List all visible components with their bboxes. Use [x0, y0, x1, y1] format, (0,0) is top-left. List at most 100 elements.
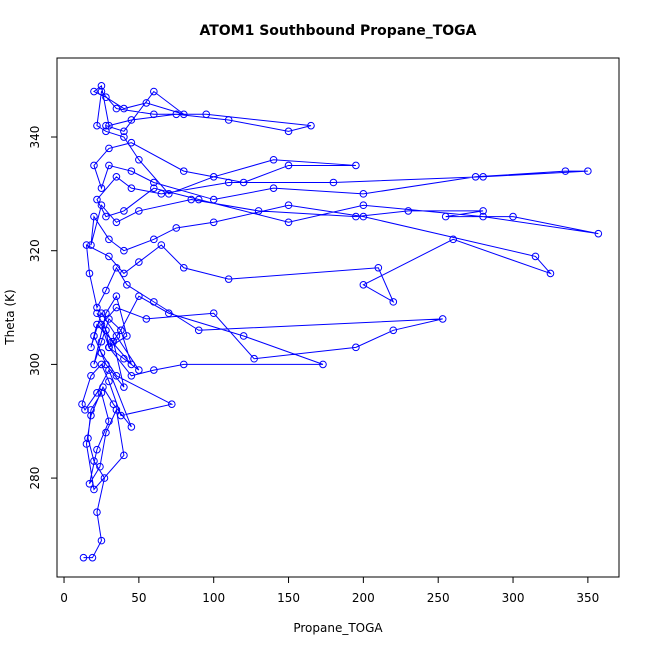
data-point: [93, 445, 101, 454]
data-point: [352, 161, 360, 170]
data-point: [319, 360, 327, 369]
data-point: [97, 536, 106, 545]
data-point: [172, 224, 181, 232]
data-point: [84, 434, 92, 443]
data-point: [120, 269, 128, 278]
y-tick-label: 280: [28, 467, 42, 490]
data-point: [97, 82, 106, 90]
data-point: [120, 207, 128, 215]
data-point: [93, 389, 101, 397]
data-point: [209, 173, 218, 181]
data-point: [112, 303, 121, 312]
data-point: [359, 281, 368, 289]
y-tick-label: 300: [28, 353, 42, 376]
data-point: [307, 121, 315, 130]
data-line: [81, 84, 599, 559]
x-tick-label: 150: [277, 591, 300, 605]
data-point: [105, 252, 113, 261]
data-point: [87, 411, 95, 420]
data-point: [93, 303, 101, 312]
data-point: [78, 400, 86, 408]
data-point: [108, 337, 116, 346]
data-point: [99, 383, 107, 391]
data-point: [479, 207, 487, 215]
data-point: [561, 167, 570, 175]
data-point: [167, 400, 176, 408]
data-point: [224, 116, 233, 124]
data-point: [105, 144, 113, 153]
data-point: [93, 320, 101, 329]
data-point: [97, 201, 106, 210]
data-point: [239, 332, 248, 340]
data-point: [102, 93, 110, 102]
x-tick-label: 50: [131, 591, 146, 605]
data-point: [123, 332, 131, 340]
data-point: [179, 263, 188, 272]
x-tick-label: 100: [202, 591, 225, 605]
data-point: [150, 178, 158, 187]
data-point: [97, 389, 106, 397]
data-point: [85, 269, 94, 278]
data-point: [127, 167, 136, 175]
data-point: [90, 332, 98, 340]
data-point: [127, 138, 136, 147]
data-point: [209, 195, 218, 204]
data-point: [81, 406, 89, 414]
data-point: [150, 87, 158, 96]
data-point: [105, 315, 113, 323]
data-point: [165, 190, 173, 198]
data-point: [109, 400, 118, 408]
data-point: [93, 195, 101, 204]
data-point: [105, 343, 113, 352]
y-tick-label: 340: [28, 126, 42, 149]
data-point: [157, 241, 166, 249]
data-point: [150, 298, 158, 306]
data-point: [105, 121, 113, 130]
data-point: [112, 263, 121, 272]
data-point: [102, 428, 110, 437]
data-point: [127, 423, 136, 431]
data-point: [449, 235, 457, 244]
data-point: [359, 201, 368, 210]
data-point: [97, 184, 106, 192]
x-tick-label: 350: [576, 591, 599, 605]
data-point: [352, 343, 360, 352]
data-point: [438, 315, 447, 323]
data-point: [284, 127, 293, 136]
data-point: [120, 127, 128, 136]
data-point: [90, 485, 98, 494]
data-point: [82, 440, 91, 448]
data-point: [102, 127, 110, 136]
plot-frame: [56, 57, 620, 578]
data-point: [135, 258, 143, 266]
data-point: [389, 326, 398, 335]
chart-title: ATOM1 Southbound Propane_TOGA: [199, 23, 476, 39]
data-point: [441, 212, 450, 221]
data-point: [100, 474, 109, 482]
data-point: [284, 201, 293, 210]
data-point: [135, 292, 143, 300]
data-point: [374, 263, 383, 272]
data-point: [150, 110, 158, 119]
data-point: [93, 309, 101, 318]
data-point: [284, 218, 293, 227]
data-point: [359, 212, 368, 221]
data-point: [127, 371, 136, 380]
data-point: [194, 195, 203, 204]
data-point: [187, 195, 196, 204]
data-point: [87, 343, 95, 352]
data-point: [120, 451, 128, 460]
data-point: [594, 229, 603, 238]
data-point: [509, 212, 517, 221]
data-point: [404, 207, 413, 215]
data-point: [88, 553, 97, 562]
data-point: [150, 366, 158, 374]
data-point: [117, 326, 125, 335]
data-point: [90, 457, 98, 465]
y-tick-label: 320: [28, 239, 42, 262]
data-point: [531, 252, 540, 261]
data-point: [97, 360, 106, 369]
data-point: [172, 110, 181, 119]
data-point: [269, 184, 278, 192]
data-point: [584, 167, 592, 175]
